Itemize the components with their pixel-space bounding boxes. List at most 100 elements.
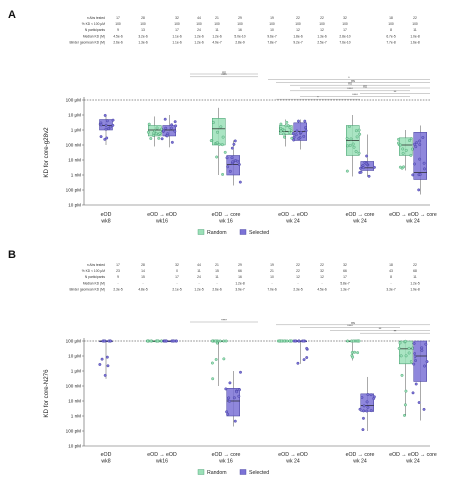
data-point bbox=[152, 131, 156, 135]
data-point bbox=[282, 339, 286, 343]
data-point bbox=[222, 339, 226, 343]
data-point bbox=[415, 141, 419, 145]
table-cell: 28 bbox=[141, 16, 145, 20]
data-point bbox=[158, 131, 162, 135]
data-point bbox=[280, 339, 284, 343]
y-tick-label: 10 μM bbox=[68, 113, 81, 118]
table-cell: 1.2e-8 bbox=[235, 281, 245, 285]
data-point bbox=[233, 419, 237, 423]
data-point bbox=[210, 339, 214, 343]
data-point bbox=[230, 146, 234, 150]
table-cell: 3.2e-6 bbox=[138, 34, 148, 38]
data-point bbox=[411, 391, 415, 395]
data-point bbox=[211, 377, 215, 381]
data-point bbox=[149, 339, 153, 343]
group-label: eOD bbox=[101, 212, 112, 218]
table-cell: 100 bbox=[319, 22, 325, 26]
group-label: eOD → core bbox=[212, 452, 241, 458]
table-cell: 22 bbox=[320, 263, 324, 267]
table-cell: 15 bbox=[141, 275, 145, 279]
group-label: eOD → eOD → core bbox=[389, 452, 437, 458]
data-point bbox=[291, 132, 295, 136]
data-point bbox=[409, 153, 413, 157]
table-cell: 8 bbox=[390, 275, 392, 279]
data-point bbox=[425, 360, 429, 364]
data-point bbox=[295, 129, 299, 133]
data-point bbox=[421, 136, 425, 139]
group-label: wk 16 bbox=[219, 459, 233, 465]
table-cell: 1.2e-6 bbox=[194, 34, 204, 38]
data-point bbox=[173, 120, 177, 124]
box-selected bbox=[413, 132, 427, 180]
data-point bbox=[170, 123, 174, 127]
table-cell: 5.8e-7 bbox=[340, 281, 350, 285]
table-row-label: Binder geomean KD (M) bbox=[69, 287, 105, 291]
table-cell: 17 bbox=[175, 28, 179, 32]
group-label: wk 24 bbox=[353, 459, 367, 465]
data-point bbox=[422, 407, 426, 411]
table-cell: 14 bbox=[141, 269, 145, 273]
data-point bbox=[288, 339, 292, 343]
table-cell: 24 bbox=[197, 275, 201, 279]
y-tick-label: 10 nM bbox=[68, 158, 81, 163]
group-label: eOD → eOD bbox=[147, 212, 177, 218]
table-cell: 29 bbox=[238, 16, 242, 20]
data-point bbox=[403, 339, 407, 343]
data-point bbox=[284, 124, 288, 128]
data-point bbox=[305, 346, 309, 350]
legend-label-selected: Selected bbox=[249, 470, 269, 476]
data-point bbox=[351, 142, 355, 146]
table-row-label: n Abs tested bbox=[87, 263, 105, 267]
table-cell: 100 bbox=[237, 22, 243, 26]
significance-label: ns bbox=[351, 321, 355, 325]
data-point bbox=[409, 137, 413, 140]
data-point bbox=[397, 137, 400, 141]
data-point bbox=[365, 400, 369, 404]
table-cell: 8 bbox=[390, 28, 392, 32]
table-cell: 1.1e-6 bbox=[172, 40, 182, 44]
data-point bbox=[410, 147, 414, 151]
data-point bbox=[346, 144, 350, 148]
data-point bbox=[417, 401, 421, 404]
table-cell: 100 bbox=[214, 22, 220, 26]
table-cell: 66 bbox=[238, 269, 242, 273]
data-point bbox=[238, 180, 242, 184]
data-point bbox=[228, 399, 231, 403]
group-label: wk16 bbox=[156, 219, 168, 225]
data-point bbox=[103, 113, 107, 117]
data-point bbox=[407, 346, 411, 350]
data-point bbox=[105, 119, 109, 123]
data-point bbox=[99, 135, 103, 139]
data-point bbox=[372, 395, 376, 399]
data-point bbox=[412, 162, 416, 166]
table-row-label: Median KD (M) bbox=[83, 34, 105, 38]
data-point bbox=[292, 138, 296, 142]
data-point bbox=[222, 357, 226, 361]
y-tick-label: 100 pM bbox=[66, 188, 81, 193]
y-tick-label: 10 μM bbox=[68, 354, 81, 359]
data-point bbox=[412, 342, 416, 345]
data-point bbox=[358, 407, 362, 411]
data-point bbox=[221, 135, 225, 139]
data-point bbox=[98, 363, 102, 366]
data-point bbox=[226, 412, 230, 416]
table-cell: 17 bbox=[343, 275, 347, 279]
data-point bbox=[364, 162, 368, 166]
table-cell: 100 bbox=[342, 22, 348, 26]
significance-label: ns bbox=[351, 79, 355, 83]
table-cell: 21 bbox=[270, 269, 274, 273]
table-cell: - bbox=[176, 281, 177, 285]
table-cell: 2.1e-5 bbox=[172, 287, 182, 291]
data-point bbox=[414, 382, 418, 386]
table-cell: 0 bbox=[176, 269, 178, 273]
table-cell: 9 bbox=[117, 275, 119, 279]
table-cell: 18 bbox=[389, 16, 393, 20]
data-point bbox=[164, 126, 168, 130]
data-point bbox=[169, 126, 173, 130]
data-point bbox=[227, 396, 231, 400]
data-point bbox=[413, 355, 417, 359]
table-cell: - bbox=[216, 281, 217, 285]
table-cell: 1.3e-6 bbox=[138, 40, 148, 44]
data-point bbox=[413, 352, 416, 355]
